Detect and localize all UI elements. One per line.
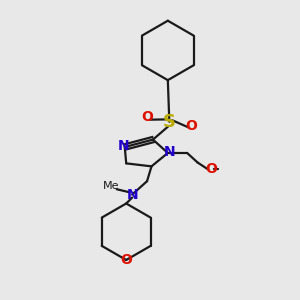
Text: O: O — [120, 253, 132, 267]
Text: Me: Me — [103, 181, 120, 191]
Text: N: N — [117, 139, 129, 153]
Text: N: N — [164, 146, 175, 159]
Text: O: O — [206, 162, 218, 176]
Text: S: S — [163, 113, 176, 131]
Text: N: N — [126, 188, 138, 202]
Text: O: O — [186, 119, 197, 133]
Text: O: O — [141, 110, 153, 124]
